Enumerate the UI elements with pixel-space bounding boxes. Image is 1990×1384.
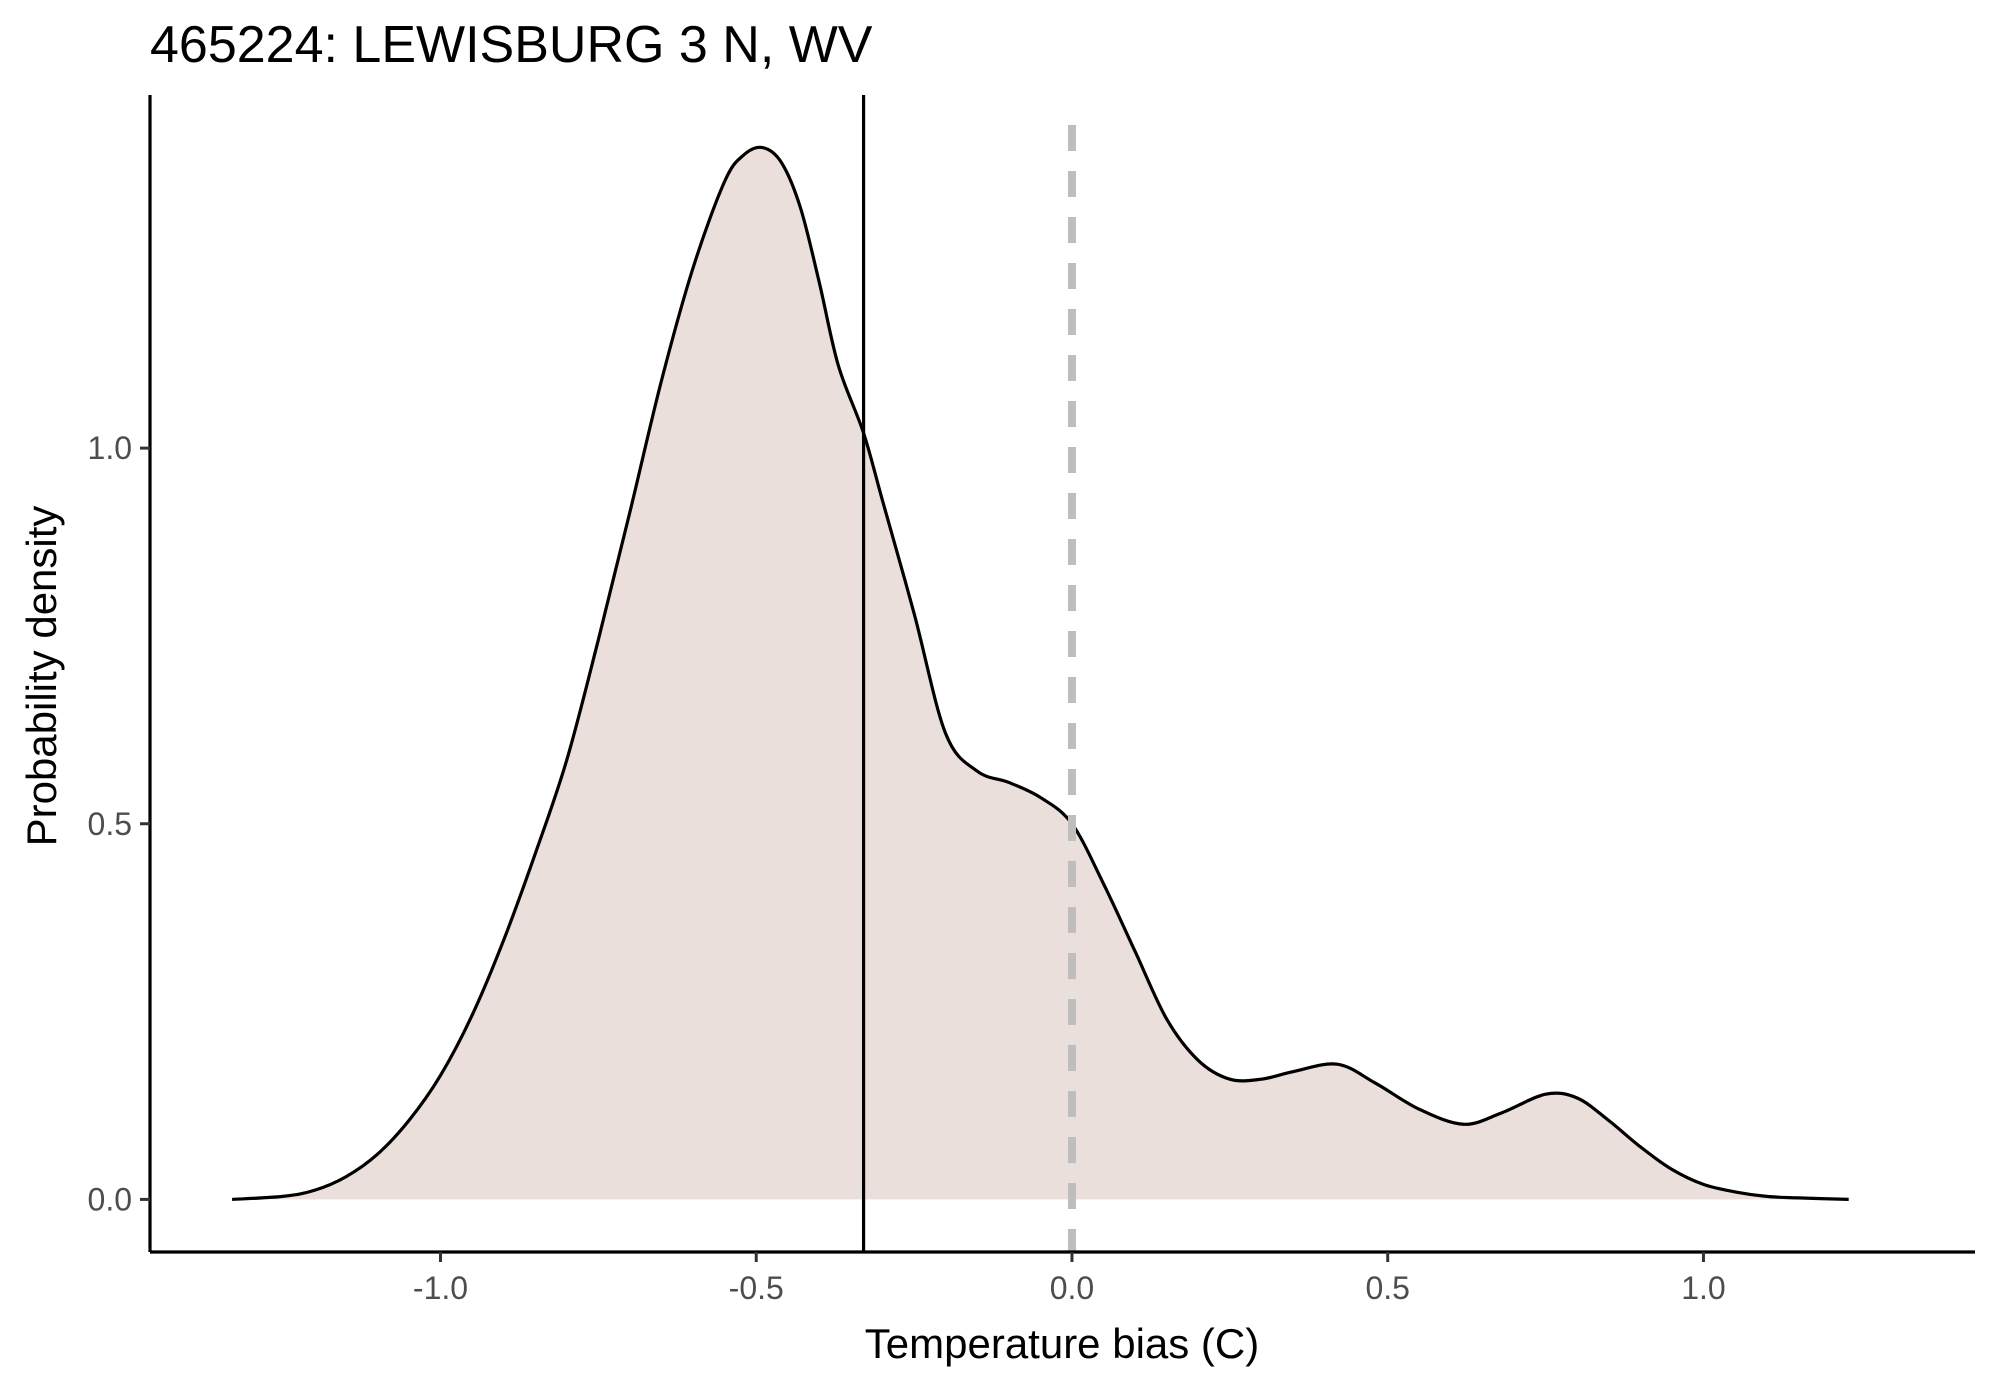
x-tick-label: 1.0 — [1681, 1270, 1725, 1306]
y-axis-ticks: 0.0 0.5 1.0 — [88, 430, 150, 1217]
density-fill-area — [232, 147, 1849, 1200]
x-tick-label: 0.0 — [1050, 1270, 1094, 1306]
x-tick-label: -1.0 — [413, 1270, 468, 1306]
x-tick-label: 0.5 — [1365, 1270, 1409, 1306]
density-curve — [231, 145, 1849, 1202]
y-tick-label: 0.0 — [88, 1181, 132, 1217]
x-tick-label: -0.5 — [729, 1270, 784, 1306]
plot-area — [231, 95, 1849, 1252]
x-axis-title: Temperature bias (C) — [865, 1320, 1259, 1367]
y-tick-label: 0.5 — [88, 806, 132, 842]
y-axis-title: Probability density — [18, 506, 65, 847]
chart-title: 465224: LEWISBURG 3 N, WV — [150, 16, 873, 74]
x-axis-ticks: -1.0 -0.5 0.0 0.5 1.0 — [413, 1252, 1726, 1306]
y-tick-label: 1.0 — [88, 430, 132, 466]
